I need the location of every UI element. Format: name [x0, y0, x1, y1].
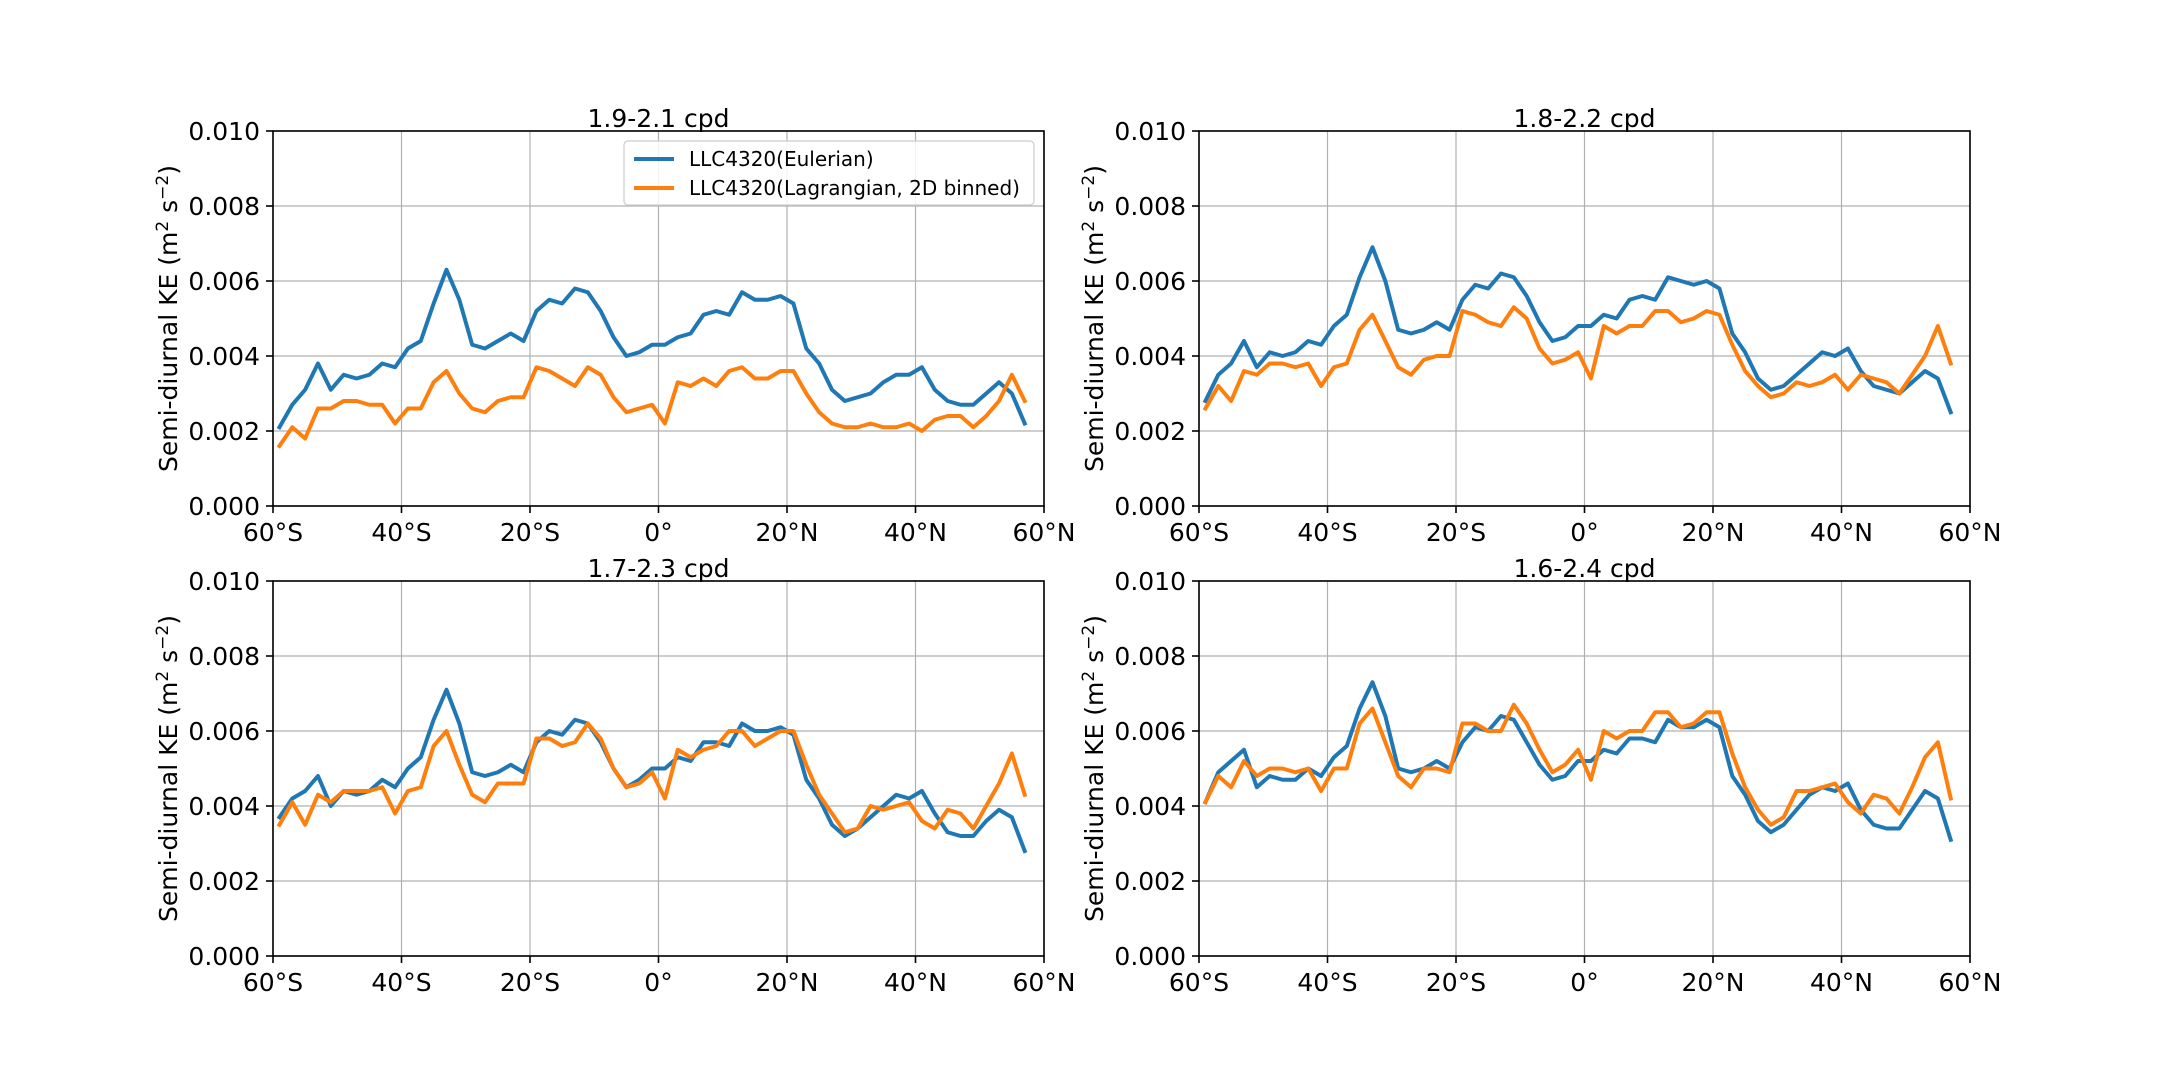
chart-panel-1: 60°S 40°S 20°S 0° 20°N 40°N 60°N 0.000 0.002 0.00… — [153, 104, 1076, 547]
legend: LLC4320(Eulerian) LLC4320(Lagrangian, 2D … — [623, 140, 1035, 206]
y-axis-label: Semi-diurnal KE (m2 s−2) — [153, 615, 183, 922]
series-line-eulerian — [1202, 680, 1954, 843]
y-axis-label-main: Semi-diurnal KE (m — [1080, 682, 1109, 922]
chart-title: 1.7-2.3 cpd — [588, 554, 730, 583]
y-tick-label: 0.002 — [188, 417, 260, 446]
x-tick-label: 20°S — [1426, 968, 1486, 997]
legend-box — [623, 140, 1035, 206]
chart-title: 1.9-2.1 cpd — [588, 104, 730, 133]
y-axis-label-superscript: −2 — [1079, 625, 1099, 650]
legend-label: LLC4320(Lagrangian, 2D binned) — [689, 176, 1020, 200]
y-tick-label: 0.010 — [188, 117, 260, 146]
x-tick-label: 60°S — [1169, 968, 1229, 997]
chart-title: 1.8-2.2 cpd — [1514, 104, 1656, 133]
series-line-lagrangian — [1202, 702, 1954, 827]
x-tick-label: 40°S — [371, 968, 431, 997]
x-tick-label: 40°S — [1297, 518, 1357, 547]
y-tick-label: 0.008 — [188, 642, 260, 671]
y-tick-label: 0.002 — [1114, 417, 1186, 446]
x-tick-label: 40°S — [1297, 968, 1357, 997]
y-tick-label: 0.002 — [188, 867, 260, 896]
x-tick-label: 20°N — [1681, 968, 1744, 997]
x-tick-label: 0° — [1570, 518, 1598, 547]
y-axis-label-superscript: −2 — [153, 625, 173, 650]
x-tick-label: 20°S — [1426, 518, 1486, 547]
x-tick-label: 60°N — [1012, 518, 1075, 547]
x-tick-label: 60°S — [243, 518, 303, 547]
x-tick-label: 20°S — [500, 968, 560, 997]
x-tick-label: 60°N — [1938, 518, 2001, 547]
y-axis-label-superscript: 2 — [153, 221, 173, 232]
y-axis-label-unit: s — [1080, 200, 1109, 221]
y-axis-label-main: Semi-diurnal KE (m — [154, 682, 183, 922]
x-tick-label: 40°N — [884, 968, 947, 997]
y-axis-label-close: ) — [154, 615, 183, 625]
y-tick-label: 0.010 — [188, 567, 260, 596]
series-line-eulerian — [1202, 245, 1954, 415]
y-tick-label: 0.004 — [188, 792, 260, 821]
series-line-lagrangian — [276, 721, 1028, 835]
y-tick-label: 0.008 — [188, 192, 260, 221]
x-tick-label: 40°S — [371, 518, 431, 547]
y-tick-label: 0.006 — [188, 267, 260, 296]
y-tick-label: 0.000 — [1114, 492, 1186, 521]
y-axis-label-superscript: −2 — [1079, 175, 1099, 200]
x-tick-label: 40°N — [884, 518, 947, 547]
series-line-eulerian — [276, 267, 1028, 430]
y-tick-label: 0.006 — [1114, 267, 1186, 296]
x-tick-label: 20°N — [1681, 518, 1744, 547]
y-tick-label: 0.008 — [1114, 192, 1186, 221]
y-axis-label-superscript: 2 — [1079, 221, 1099, 232]
legend-label: LLC4320(Eulerian) — [689, 147, 874, 171]
y-tick-label: 0.002 — [1114, 867, 1186, 896]
y-tick-label: 0.004 — [1114, 342, 1186, 371]
y-tick-label: 0.004 — [188, 342, 260, 371]
y-axis-label-close: ) — [1080, 165, 1109, 175]
y-axis-label: Semi-diurnal KE (m2 s−2) — [1079, 165, 1109, 472]
x-tick-label: 20°N — [755, 518, 818, 547]
series-line-eulerian — [276, 687, 1028, 854]
y-tick-label: 0.006 — [188, 717, 260, 746]
x-tick-label: 60°S — [243, 968, 303, 997]
x-tick-label: 60°N — [1938, 968, 2001, 997]
y-axis-label-superscript: −2 — [153, 175, 173, 200]
y-axis-label-unit: s — [154, 650, 183, 671]
y-tick-label: 0.000 — [188, 942, 260, 971]
series-line-lagrangian — [276, 365, 1028, 449]
x-tick-label: 20°S — [500, 518, 560, 547]
y-tick-label: 0.010 — [1114, 117, 1186, 146]
y-tick-label: 0.000 — [1114, 942, 1186, 971]
chart-title: 1.6-2.4 cpd — [1514, 554, 1656, 583]
chart-panel-3: 60°S 40°S 20°S 0° 20°N 40°N 60°N 0.000 0.002 0.00… — [153, 554, 1076, 997]
y-axis-label-main: Semi-diurnal KE (m — [154, 232, 183, 472]
chart-panel-4: 60°S 40°S 20°S 0° 20°N 40°N 60°N 0.000 0.002 0.00… — [1079, 554, 2002, 997]
y-tick-label: 0.004 — [1114, 792, 1186, 821]
y-axis-label: Semi-diurnal KE (m2 s−2) — [153, 165, 183, 472]
y-axis-label-main: Semi-diurnal KE (m — [1080, 232, 1109, 472]
y-tick-label: 0.008 — [1114, 642, 1186, 671]
x-tick-label: 20°N — [755, 968, 818, 997]
y-tick-label: 0.010 — [1114, 567, 1186, 596]
x-tick-label: 0° — [644, 968, 672, 997]
y-axis-label-superscript: 2 — [153, 671, 173, 682]
y-tick-label: 0.006 — [1114, 717, 1186, 746]
x-tick-label: 40°N — [1810, 518, 1873, 547]
x-tick-label: 0° — [1570, 968, 1598, 997]
chart-panel-2: 60°S 40°S 20°S 0° 20°N 40°N 60°N 0.000 0.002 0.00… — [1079, 104, 2002, 547]
y-axis-label-unit: s — [1080, 650, 1109, 671]
y-axis-label-close: ) — [154, 165, 183, 175]
y-axis-label-unit: s — [154, 200, 183, 221]
y-axis-label: Semi-diurnal KE (m2 s−2) — [1079, 615, 1109, 922]
y-axis-label-close: ) — [1080, 615, 1109, 625]
x-tick-label: 40°N — [1810, 968, 1873, 997]
series-line-lagrangian — [1202, 305, 1954, 412]
x-tick-label: 60°S — [1169, 518, 1229, 547]
x-tick-label: 0° — [644, 518, 672, 547]
y-axis-label-superscript: 2 — [1079, 671, 1099, 682]
y-tick-label: 0.000 — [188, 492, 260, 521]
x-tick-label: 60°N — [1012, 968, 1075, 997]
